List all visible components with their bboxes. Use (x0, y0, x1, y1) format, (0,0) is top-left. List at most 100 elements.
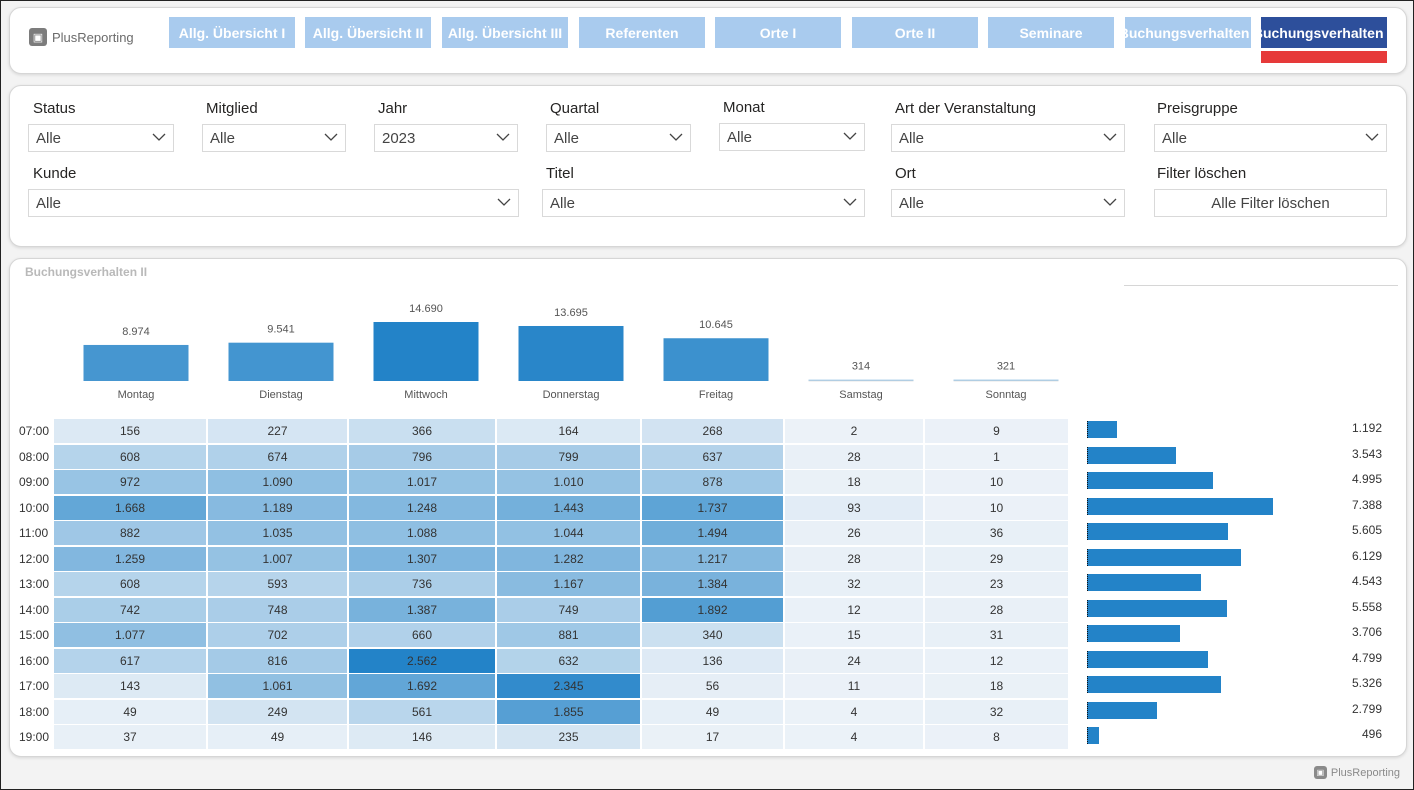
heatmap-cell[interactable]: 136 (642, 648, 783, 673)
heatmap-cell[interactable]: 799 (497, 444, 640, 469)
heatmap-cell[interactable]: 49 (642, 699, 783, 724)
heatmap-cell[interactable]: 28 (785, 546, 923, 571)
heatmap-cell[interactable]: 37 (54, 725, 206, 749)
heatmap-cell[interactable]: 1.189 (208, 495, 347, 520)
heatmap-cell[interactable]: 674 (208, 444, 347, 469)
heatmap-cell[interactable]: 1.855 (497, 699, 640, 724)
heatmap-cell[interactable]: 1.061 (208, 674, 347, 698)
heatmap-cell[interactable]: 749 (497, 597, 640, 622)
hour-total-bar[interactable] (1087, 727, 1100, 744)
heatmap-cell[interactable]: 56 (642, 674, 783, 698)
heatmap-cell[interactable]: 1.387 (349, 597, 495, 622)
nav-referenten[interactable]: Referenten (579, 17, 705, 48)
heatmap-cell[interactable]: 878 (642, 470, 783, 494)
heatmap-cell[interactable]: 26 (785, 521, 923, 545)
nav-allg-uebersicht-1[interactable]: Allg. Übersicht I (169, 17, 295, 48)
heatmap-cell[interactable]: 561 (349, 699, 495, 724)
heatmap-cell[interactable]: 28 (785, 444, 923, 469)
heatmap-cell[interactable]: 49 (54, 699, 206, 724)
heatmap-cell[interactable]: 1.668 (54, 495, 206, 520)
heatmap-cell[interactable]: 28 (925, 597, 1068, 622)
weekday-bar-freitag[interactable] (663, 338, 769, 381)
heatmap-cell[interactable]: 2 (785, 419, 923, 443)
heatmap-cell[interactable]: 29 (925, 546, 1068, 571)
heatmap-cell[interactable]: 593 (208, 572, 347, 596)
heatmap-cell[interactable]: 9 (925, 419, 1068, 443)
nav-allg-uebersicht-2[interactable]: Allg. Übersicht II (305, 17, 431, 48)
heatmap-cell[interactable]: 143 (54, 674, 206, 698)
heatmap-cell[interactable]: 632 (497, 648, 640, 673)
heatmap-cell[interactable]: 164 (497, 419, 640, 443)
heatmap-cell[interactable]: 1.090 (208, 470, 347, 494)
heatmap-cell[interactable]: 1.494 (642, 521, 783, 545)
hour-total-bar[interactable] (1087, 523, 1229, 540)
weekday-bar-montag[interactable] (83, 344, 189, 381)
ort-dropdown[interactable]: Alle (891, 189, 1125, 217)
heatmap-cell[interactable]: 1.307 (349, 546, 495, 571)
heatmap-cell[interactable]: 11 (785, 674, 923, 698)
heatmap-cell[interactable]: 156 (54, 419, 206, 443)
heatmap-cell[interactable]: 1.282 (497, 546, 640, 571)
heatmap-cell[interactable]: 340 (642, 623, 783, 647)
heatmap-cell[interactable]: 235 (497, 725, 640, 749)
preisgruppe-dropdown[interactable]: Alle (1154, 124, 1387, 152)
nav-seminare[interactable]: Seminare (988, 17, 1114, 48)
heatmap-cell[interactable]: 4 (785, 725, 923, 749)
heatmap-cell[interactable]: 249 (208, 699, 347, 724)
heatmap-cell[interactable]: 748 (208, 597, 347, 622)
nav-orte-2[interactable]: Orte II (852, 17, 978, 48)
heatmap-cell[interactable]: 1.044 (497, 521, 640, 545)
heatmap-cell[interactable]: 608 (54, 572, 206, 596)
kunde-dropdown[interactable]: Alle (28, 189, 519, 217)
heatmap-cell[interactable]: 2.562 (349, 648, 495, 673)
heatmap-cell[interactable]: 796 (349, 444, 495, 469)
hour-total-bar[interactable] (1087, 650, 1208, 668)
nav-orte-1[interactable]: Orte I (715, 17, 841, 48)
heatmap-cell[interactable]: 93 (785, 495, 923, 520)
weekday-bar-samstag[interactable] (808, 379, 914, 381)
heatmap-cell[interactable]: 8 (925, 725, 1068, 749)
weekday-bar-dienstag[interactable] (228, 342, 334, 381)
heatmap-cell[interactable]: 1.010 (497, 470, 640, 494)
heatmap-cell[interactable]: 1.088 (349, 521, 495, 545)
nav-allg-uebersicht-3[interactable]: Allg. Übersicht III (442, 17, 568, 48)
monat-dropdown[interactable]: Alle (719, 123, 865, 151)
heatmap-cell[interactable]: 32 (925, 699, 1068, 724)
hour-total-bar[interactable] (1087, 701, 1158, 719)
hour-total-bar[interactable] (1087, 446, 1177, 464)
weekday-bar-sonntag[interactable] (953, 379, 1059, 381)
heatmap-cell[interactable]: 12 (785, 597, 923, 622)
heatmap-cell[interactable]: 1.077 (54, 623, 206, 647)
heatmap-cell[interactable]: 1.692 (349, 674, 495, 698)
heatmap-cell[interactable]: 2.345 (497, 674, 640, 698)
weekday-bar-donnerstag[interactable] (518, 325, 624, 381)
heatmap-cell[interactable]: 10 (925, 495, 1068, 520)
heatmap-cell[interactable]: 12 (925, 648, 1068, 673)
heatmap-cell[interactable]: 1.017 (349, 470, 495, 494)
heatmap-cell[interactable]: 1.892 (642, 597, 783, 622)
heatmap-cell[interactable]: 15 (785, 623, 923, 647)
mitglied-dropdown[interactable]: Alle (202, 124, 346, 152)
heatmap-cell[interactable]: 608 (54, 444, 206, 469)
hour-total-bar[interactable] (1087, 676, 1222, 693)
status-dropdown[interactable]: Alle (28, 124, 174, 152)
heatmap-cell[interactable]: 146 (349, 725, 495, 749)
quartal-dropdown[interactable]: Alle (546, 124, 691, 152)
heatmap-cell[interactable]: 617 (54, 648, 206, 673)
heatmap-cell[interactable]: 1.737 (642, 495, 783, 520)
heatmap-cell[interactable]: 1.035 (208, 521, 347, 545)
hour-total-bar[interactable] (1087, 472, 1213, 489)
heatmap-cell[interactable]: 366 (349, 419, 495, 443)
heatmap-cell[interactable]: 17 (642, 725, 783, 749)
heatmap-cell[interactable]: 702 (208, 623, 347, 647)
heatmap-cell[interactable]: 742 (54, 597, 206, 622)
heatmap-cell[interactable]: 1.007 (208, 546, 347, 571)
jahr-dropdown[interactable]: 2023 (374, 124, 518, 152)
heatmap-cell[interactable]: 268 (642, 419, 783, 443)
art-dropdown[interactable]: Alle (891, 124, 1125, 152)
heatmap-cell[interactable]: 24 (785, 648, 923, 673)
heatmap-cell[interactable]: 4 (785, 699, 923, 724)
titel-dropdown[interactable]: Alle (542, 189, 865, 217)
hour-total-bar[interactable] (1087, 599, 1227, 617)
heatmap-cell[interactable]: 31 (925, 623, 1068, 647)
